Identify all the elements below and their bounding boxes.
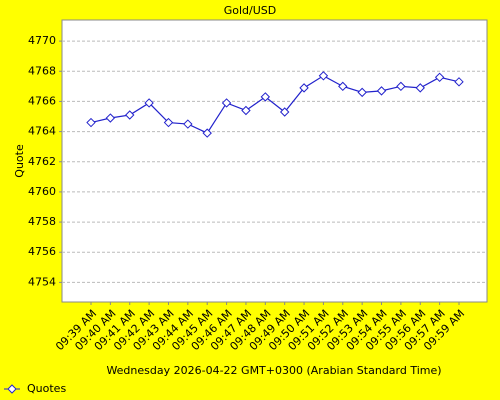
marker — [144, 98, 154, 108]
y-tick-label: 4754 — [28, 275, 56, 288]
marker — [125, 110, 135, 120]
marker — [86, 117, 96, 128]
marker — [338, 81, 348, 92]
marker — [221, 98, 232, 108]
marker — [376, 86, 387, 96]
marker — [415, 83, 425, 93]
y-tick-label: 4764 — [28, 125, 56, 138]
y-tick-label: 4766 — [28, 94, 56, 107]
marker — [279, 107, 290, 117]
marker — [357, 87, 367, 98]
plot-area — [61, 19, 488, 303]
x-axis-label: Wednesday 2026-04-22 GMT+0300 (Arabian S… — [106, 364, 441, 377]
marker — [318, 71, 329, 81]
marker — [241, 105, 251, 116]
y-tick-label: 4756 — [28, 245, 56, 258]
marker — [260, 92, 271, 102]
y-tick-label: 4768 — [28, 64, 56, 77]
marker — [299, 83, 309, 93]
marker — [434, 72, 445, 83]
y-tick-label: 4770 — [28, 34, 56, 47]
marker — [183, 119, 193, 129]
marker — [163, 117, 174, 128]
marker — [202, 128, 212, 138]
legend-label: Quotes — [27, 382, 66, 395]
y-axis-label: Quote — [13, 144, 26, 178]
y-tick-label: 4762 — [28, 155, 56, 168]
y-tick-label: 4760 — [28, 185, 56, 198]
marker — [454, 77, 464, 87]
legend-marker — [7, 384, 17, 394]
marker — [396, 81, 406, 92]
marker — [105, 113, 116, 123]
chart-title: Gold/USD — [224, 4, 277, 17]
y-tick-label: 4758 — [28, 215, 56, 228]
